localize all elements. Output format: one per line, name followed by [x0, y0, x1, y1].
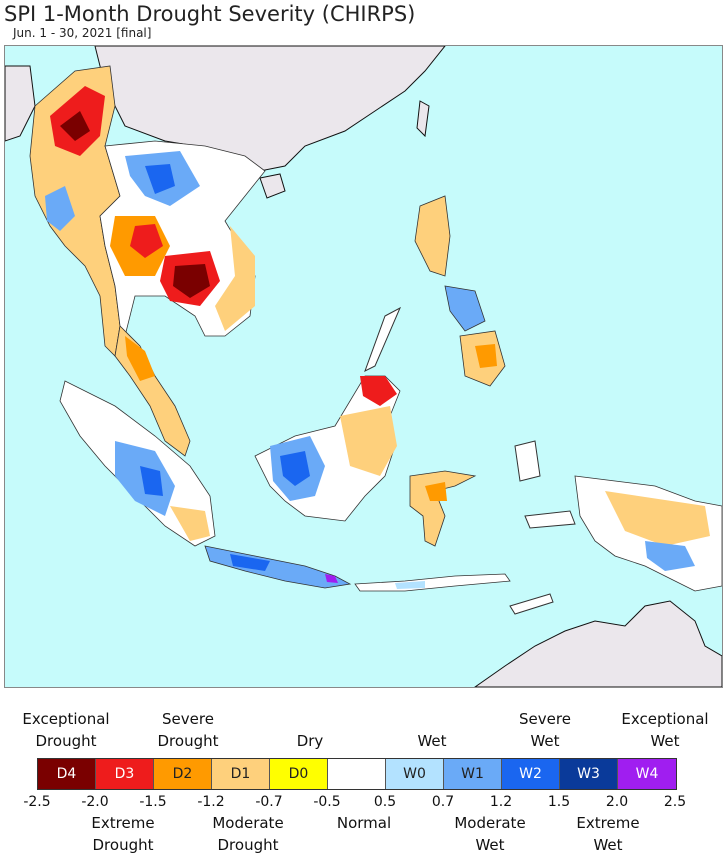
label-exceptional-wet: Exceptional Wet: [621, 710, 709, 750]
label-moderate-drought: Moderate Drought: [212, 814, 284, 854]
map-subtitle: Jun. 1 - 30, 2021 [final]: [13, 26, 152, 40]
wet-borneo-core: [280, 451, 310, 486]
land-india: [5, 65, 36, 142]
drought-myanmar-core: [60, 111, 90, 141]
legend-swatch-normal: [328, 759, 386, 789]
legend-swatch-w0: W0: [386, 759, 444, 789]
wet-myanmar: [45, 186, 75, 231]
legend: Exceptional Drought Severe Drought Dry W…: [0, 690, 723, 859]
legend-tick: 1.2: [489, 794, 513, 810]
label-wet: Wet: [417, 732, 447, 750]
land-australia: [474, 600, 722, 687]
land-hainan: [259, 173, 286, 199]
land-lesser-sunda: [354, 573, 511, 592]
legend-tick: 1.5: [547, 794, 571, 810]
drought-mindanao: [475, 344, 497, 368]
label-dry: Dry: [296, 732, 324, 750]
dry-new-guinea: [605, 491, 710, 546]
drought-sulawesi: [425, 482, 447, 501]
legend-tick: 2.0: [605, 794, 629, 810]
drought-thailand-core: [130, 224, 163, 258]
legend-swatch-w1: W1: [444, 759, 502, 789]
drought-map: [4, 45, 723, 688]
drought-malay: [125, 336, 155, 381]
land-palawan: [364, 306, 402, 373]
land-taiwan: [416, 100, 430, 138]
land-maluku: [514, 440, 541, 482]
dry-borneo-east: [340, 406, 397, 476]
legend-tick: 0.5: [373, 794, 397, 810]
wet-java-core: [230, 554, 270, 571]
dry-sumatra: [170, 506, 210, 541]
wet-sumatra-core: [140, 466, 163, 496]
label-normal: Normal: [336, 814, 392, 832]
land-seram: [524, 510, 576, 529]
label-severe-wet: Severe Wet: [519, 710, 571, 750]
land-timor: [509, 593, 554, 615]
legend-swatch-d4: D4: [38, 759, 96, 789]
legend-tick: 2.5: [663, 794, 687, 810]
label-extreme-drought: Extreme Drought: [91, 814, 155, 854]
label-exceptional-drought: Exceptional Drought: [22, 710, 110, 750]
legend-tick: -0.7: [255, 794, 283, 810]
map-title: SPI 1-Month Drought Severity (CHIRPS): [4, 2, 416, 26]
legend-tick: -1.5: [139, 794, 167, 810]
legend-tick: -0.5: [313, 794, 341, 810]
legend-tick: -2.0: [81, 794, 109, 810]
map-canvas: [5, 46, 722, 687]
wet-laos-core: [145, 164, 175, 194]
legend-swatch-w2: W2: [502, 759, 560, 789]
label-severe-drought: Severe Drought: [157, 710, 219, 750]
legend-swatch-w3: W3: [560, 759, 618, 789]
w4-java: [325, 574, 338, 583]
dry-vietnam: [215, 226, 255, 331]
legend-swatch-d3: D3: [96, 759, 154, 789]
legend-tick: -1.2: [197, 794, 225, 810]
wet-sunda: [395, 581, 425, 589]
drought-borneo-ne: [360, 376, 397, 406]
label-extreme-wet: Extreme Wet: [576, 814, 640, 854]
land-visayas: [444, 285, 486, 332]
legend-swatch-d1: D1: [212, 759, 270, 789]
legend-swatch-d0: D0: [270, 759, 328, 789]
land-china: [94, 46, 446, 172]
legend-color-bar: D4 D3 D2 D1 D0 W0 W1 W2 W3 W4: [37, 758, 677, 790]
legend-tick: -2.5: [23, 794, 51, 810]
drought-cambodia-core: [173, 264, 210, 298]
label-moderate-wet: Moderate Wet: [454, 814, 526, 854]
legend-swatch-d2: D2: [154, 759, 212, 789]
land-luzon: [414, 195, 451, 277]
legend-swatch-w4: W4: [618, 759, 676, 789]
legend-tick: 0.7: [431, 794, 455, 810]
wet-new-guinea: [645, 541, 695, 571]
